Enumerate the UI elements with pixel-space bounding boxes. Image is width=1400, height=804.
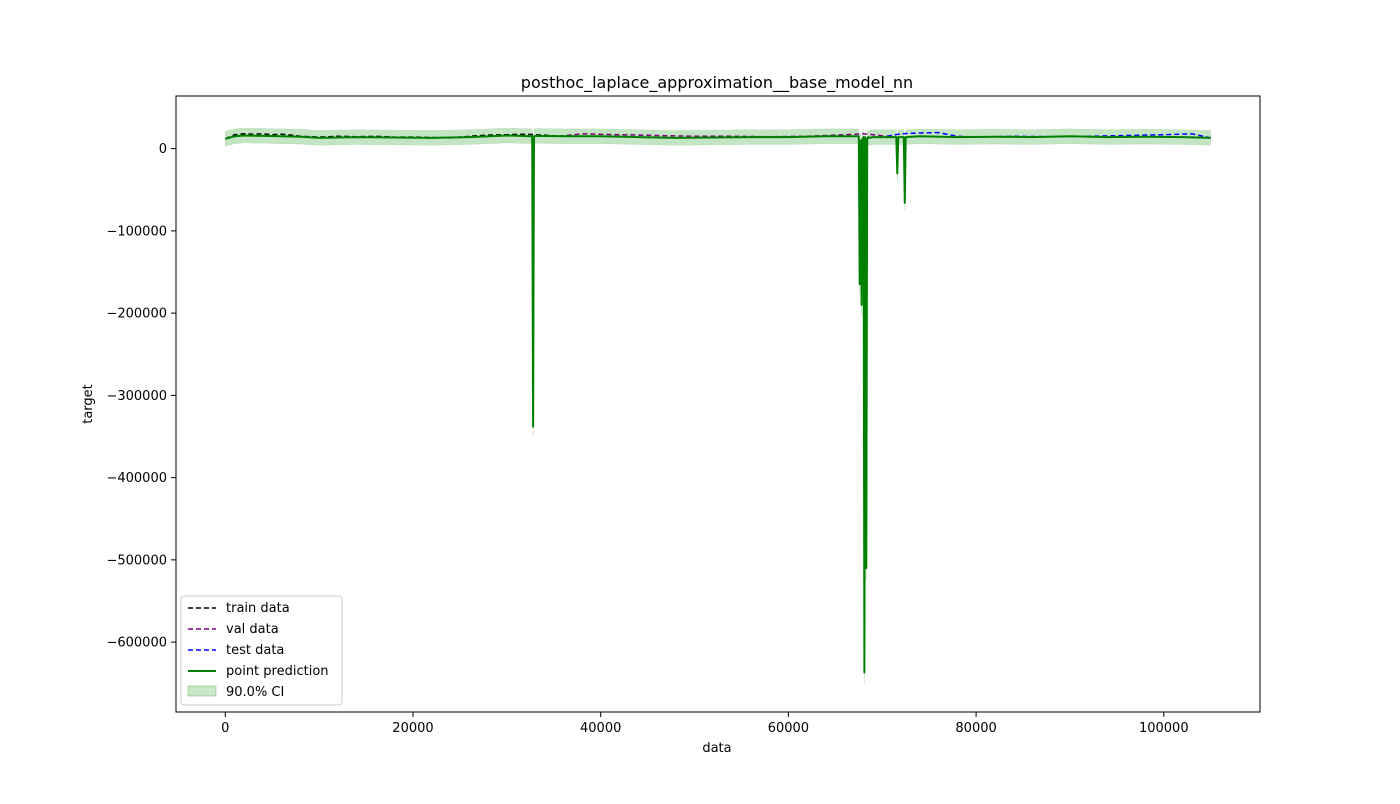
series-layer <box>225 131 1211 674</box>
y-tick-label: −100000 <box>106 224 167 239</box>
legend-box <box>180 595 343 706</box>
legend-prediction-label: point prediction <box>226 664 329 679</box>
y-tick-label: −300000 <box>106 389 167 404</box>
x-axis-label: data <box>702 741 731 756</box>
legend-test-label: test data <box>226 643 284 658</box>
chart-title: posthoc_laplace_approximation__base_mode… <box>521 73 913 93</box>
legend: train data val data test data point pred… <box>180 595 343 706</box>
legend-val-label: val data <box>226 622 279 637</box>
x-tick-label: 60000 <box>768 721 809 736</box>
plot-area-frame <box>175 95 1261 713</box>
y-axis: 0 −100000 −200000 −300000 −400000 −500000 −600… <box>106 142 176 651</box>
y-tick-label: −200000 <box>106 307 167 322</box>
series-line-point-prediction <box>225 134 1211 674</box>
y-tick-label: −500000 <box>106 553 167 568</box>
y-axis-label: target <box>81 384 96 424</box>
legend-ci-swatch <box>187 685 217 697</box>
x-axis: 0 20000 40000 60000 80000 100000 <box>221 712 1189 736</box>
y-tick-label: −400000 <box>106 471 167 486</box>
x-tick-label: 40000 <box>580 721 621 736</box>
x-tick-label: 80000 <box>955 721 996 736</box>
y-tick-label: −600000 <box>106 636 167 651</box>
legend-train-label: train data <box>226 601 290 616</box>
x-tick-label: 0 <box>221 721 229 736</box>
y-tick-label: 0 <box>159 142 167 157</box>
ci-band-layer <box>225 127 1211 683</box>
x-tick-label: 100000 <box>1139 721 1189 736</box>
ci-band <box>225 127 1211 683</box>
legend-ci-label: 90.0% CI <box>226 685 284 700</box>
series-line-val-data <box>558 133 887 138</box>
series-line-test-data <box>886 131 1211 139</box>
x-tick-label: 20000 <box>392 721 433 736</box>
